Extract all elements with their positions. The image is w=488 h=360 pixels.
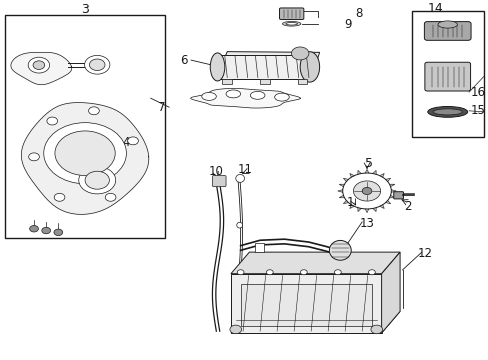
Circle shape: [334, 270, 341, 275]
Bar: [255, 243, 264, 252]
Bar: [411, 11, 483, 137]
Circle shape: [362, 188, 371, 195]
Polygon shape: [349, 205, 353, 208]
Polygon shape: [217, 51, 319, 75]
Circle shape: [237, 270, 244, 275]
Ellipse shape: [427, 107, 467, 117]
Ellipse shape: [202, 93, 216, 100]
Text: 8: 8: [354, 7, 362, 20]
Polygon shape: [365, 170, 368, 173]
Polygon shape: [390, 190, 395, 192]
Circle shape: [291, 47, 308, 60]
Polygon shape: [190, 89, 300, 108]
Text: 14: 14: [427, 2, 442, 15]
Circle shape: [41, 227, 50, 234]
Circle shape: [127, 137, 138, 145]
Polygon shape: [357, 171, 361, 174]
Text: 5: 5: [365, 157, 373, 170]
Circle shape: [85, 171, 109, 189]
Ellipse shape: [210, 53, 224, 81]
Text: 16: 16: [469, 86, 485, 99]
Polygon shape: [343, 201, 347, 204]
Polygon shape: [11, 52, 72, 85]
Circle shape: [55, 131, 115, 176]
Circle shape: [28, 57, 49, 73]
Circle shape: [88, 107, 99, 115]
Ellipse shape: [235, 175, 244, 183]
Polygon shape: [381, 252, 399, 333]
Polygon shape: [339, 184, 344, 186]
Ellipse shape: [329, 240, 350, 260]
Polygon shape: [385, 201, 390, 204]
Polygon shape: [230, 311, 399, 333]
Text: 15: 15: [469, 104, 485, 117]
Bar: [5, 15, 165, 238]
Polygon shape: [372, 208, 375, 212]
Ellipse shape: [274, 93, 289, 101]
Ellipse shape: [437, 21, 456, 28]
Bar: [297, 78, 307, 84]
Text: 12: 12: [417, 247, 432, 260]
Ellipse shape: [236, 222, 242, 228]
FancyBboxPatch shape: [424, 22, 470, 40]
Text: 3: 3: [81, 3, 89, 16]
Text: 9: 9: [344, 18, 351, 31]
Polygon shape: [389, 195, 394, 198]
Circle shape: [79, 167, 116, 194]
Circle shape: [43, 123, 126, 184]
Polygon shape: [372, 171, 375, 174]
Polygon shape: [357, 208, 361, 212]
Text: 7: 7: [158, 101, 165, 114]
Polygon shape: [217, 55, 312, 78]
Polygon shape: [343, 178, 347, 181]
Ellipse shape: [432, 109, 461, 115]
Polygon shape: [349, 174, 353, 177]
Ellipse shape: [225, 90, 240, 98]
Circle shape: [229, 325, 241, 334]
Circle shape: [370, 325, 382, 334]
Circle shape: [33, 61, 44, 69]
Text: 11: 11: [238, 163, 252, 176]
Circle shape: [54, 229, 62, 235]
Circle shape: [266, 270, 273, 275]
Polygon shape: [337, 190, 342, 192]
Polygon shape: [389, 184, 394, 186]
Circle shape: [300, 270, 306, 275]
Polygon shape: [230, 274, 381, 333]
Circle shape: [54, 193, 65, 201]
Circle shape: [47, 117, 58, 125]
Circle shape: [105, 193, 116, 201]
Circle shape: [353, 181, 380, 201]
Circle shape: [368, 270, 374, 275]
Polygon shape: [339, 195, 344, 198]
Circle shape: [342, 173, 390, 209]
Text: 10: 10: [208, 165, 224, 178]
Bar: [260, 78, 269, 84]
FancyBboxPatch shape: [393, 192, 403, 199]
Circle shape: [29, 153, 40, 161]
Text: 1: 1: [346, 196, 353, 209]
Polygon shape: [379, 174, 384, 177]
Polygon shape: [21, 103, 148, 215]
Polygon shape: [365, 209, 368, 212]
Bar: [222, 78, 232, 84]
Text: 4: 4: [122, 136, 130, 149]
Text: 6: 6: [180, 54, 187, 67]
Polygon shape: [379, 205, 384, 208]
FancyBboxPatch shape: [212, 176, 225, 187]
Circle shape: [84, 55, 110, 74]
Ellipse shape: [285, 23, 297, 25]
FancyBboxPatch shape: [424, 62, 469, 91]
Text: 13: 13: [359, 217, 374, 230]
Circle shape: [30, 225, 39, 232]
Text: 2: 2: [404, 200, 411, 213]
Circle shape: [89, 59, 105, 71]
Ellipse shape: [282, 22, 300, 26]
Ellipse shape: [250, 91, 264, 99]
FancyBboxPatch shape: [279, 8, 303, 19]
Polygon shape: [230, 252, 399, 274]
Bar: [240, 284, 371, 326]
Ellipse shape: [300, 52, 319, 82]
Polygon shape: [385, 178, 390, 181]
